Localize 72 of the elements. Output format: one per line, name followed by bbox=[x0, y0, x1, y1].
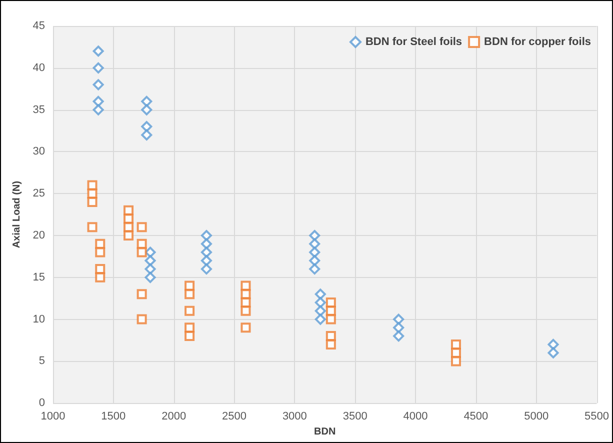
x-tick-label: 3000 bbox=[282, 410, 307, 423]
point bbox=[309, 246, 320, 258]
x-tick-label: 5500 bbox=[584, 410, 610, 423]
point bbox=[124, 230, 134, 240]
x-tick-label: 2000 bbox=[162, 410, 186, 423]
point bbox=[92, 46, 104, 57]
y-tick-label: 0 bbox=[38, 397, 45, 410]
point bbox=[450, 356, 461, 366]
point bbox=[309, 230, 320, 241]
y-tick-label: 10 bbox=[32, 313, 45, 326]
point bbox=[141, 104, 152, 116]
point bbox=[314, 297, 326, 308]
x-tick-label: 4500 bbox=[464, 410, 488, 423]
point bbox=[200, 264, 212, 275]
legend-label: BDN for copper foils bbox=[484, 36, 592, 48]
point bbox=[92, 62, 104, 74]
y-tick-label: 5 bbox=[38, 355, 45, 368]
point bbox=[136, 289, 147, 300]
point bbox=[326, 314, 336, 324]
point bbox=[87, 196, 98, 207]
y-tick-label: 25 bbox=[32, 188, 45, 200]
point bbox=[326, 339, 336, 350]
point bbox=[393, 314, 404, 325]
x-tick-label: 5000 bbox=[524, 410, 549, 423]
y-tick-label: 40 bbox=[32, 62, 45, 74]
y-tick-label: 45 bbox=[32, 20, 45, 32]
point bbox=[200, 255, 212, 266]
x-axis-title: BDN bbox=[314, 426, 336, 438]
point bbox=[144, 255, 156, 266]
point bbox=[314, 288, 326, 300]
point bbox=[92, 79, 104, 90]
point bbox=[144, 272, 156, 283]
point bbox=[136, 222, 147, 232]
point bbox=[393, 330, 404, 342]
x-tick-label: 1500 bbox=[101, 410, 126, 423]
point bbox=[184, 331, 195, 342]
point bbox=[548, 347, 559, 358]
x-tick-label: 1000 bbox=[40, 410, 66, 423]
x-tick-label: 2500 bbox=[222, 410, 246, 423]
point bbox=[95, 247, 106, 258]
point bbox=[309, 255, 320, 266]
point bbox=[144, 264, 156, 275]
point bbox=[141, 96, 152, 107]
point bbox=[141, 121, 152, 132]
x-tick-label: 3500 bbox=[342, 410, 368, 423]
y-tick-label: 20 bbox=[32, 230, 45, 242]
point bbox=[240, 322, 251, 333]
y-tick-label: 35 bbox=[32, 104, 45, 116]
point bbox=[92, 104, 104, 116]
point bbox=[136, 247, 147, 258]
point bbox=[92, 96, 104, 107]
legend-label: BDN for Steel foils bbox=[365, 36, 462, 48]
point bbox=[314, 305, 326, 316]
point bbox=[200, 246, 212, 258]
point bbox=[309, 264, 320, 275]
point bbox=[184, 289, 195, 300]
y-tick-label: 15 bbox=[32, 271, 45, 284]
y-tick-label: 30 bbox=[32, 146, 45, 158]
point bbox=[240, 306, 251, 316]
point bbox=[87, 222, 98, 232]
point bbox=[314, 314, 326, 325]
point bbox=[200, 238, 212, 250]
x-tick-label: 4000 bbox=[403, 410, 428, 423]
point bbox=[141, 129, 152, 140]
point bbox=[200, 230, 212, 241]
point bbox=[548, 338, 559, 350]
point bbox=[393, 322, 404, 334]
point bbox=[184, 306, 195, 316]
point bbox=[309, 238, 320, 250]
point bbox=[95, 272, 106, 282]
y-axis-title: Axial Load (N) bbox=[11, 180, 22, 248]
point bbox=[136, 314, 147, 324]
